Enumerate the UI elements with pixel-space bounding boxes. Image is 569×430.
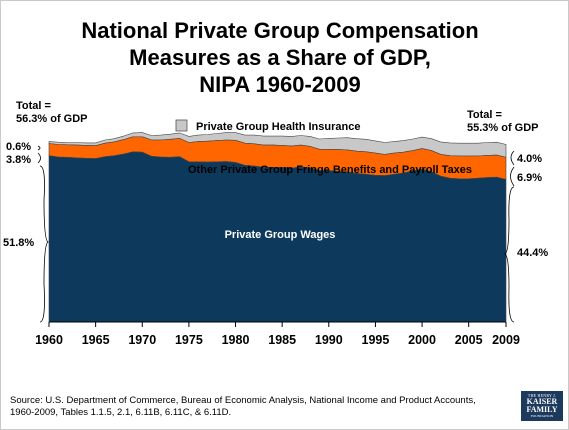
- total-right-line-2: 55.3% of GDP: [467, 122, 539, 134]
- left-health-brace: [37, 145, 41, 151]
- x-tick-label: 2000: [408, 333, 436, 347]
- left-health-value: 0.6%: [6, 141, 31, 153]
- kaiser-family-foundation-logo: THE HENRY J. KAISER FAMILY FOUNDATION: [521, 391, 563, 421]
- left-wages-value: 51.8%: [3, 237, 34, 249]
- right-health-value: 4.0%: [517, 153, 542, 165]
- x-tick-label: 1965: [82, 333, 110, 347]
- right-health-brace: [510, 150, 515, 166]
- logo-line-4: FOUNDATION: [530, 414, 554, 418]
- source-note: Source: U.S. Department of Commerce, Bur…: [10, 395, 476, 418]
- left-fringe-brace: [37, 152, 41, 164]
- total-left-line-1: Total =: [16, 100, 51, 112]
- chart-title-line-1: National Private Group Compensation: [81, 18, 478, 43]
- left-wages-brace: [39, 165, 49, 323]
- total-right-line-1: Total =: [467, 109, 502, 121]
- chart-title-line-3: NIPA 1960-2009: [199, 72, 360, 97]
- wages-series-label: Private Group Wages: [225, 229, 336, 241]
- x-axis-ticks: 1960 1965 1970 1975 1980 1985 1990 1995 2000 2005…: [35, 322, 520, 347]
- x-tick-label: 2005: [455, 333, 483, 347]
- x-tick-label: 1995: [362, 333, 390, 347]
- logo-line-2: KAISER: [526, 397, 558, 406]
- x-tick-label: 2009: [492, 333, 520, 347]
- total-left-line-2: 56.3% of GDP: [16, 113, 88, 125]
- right-fringe-brace: [510, 166, 515, 187]
- x-tick-label: 1960: [35, 333, 63, 347]
- x-tick-label: 1975: [175, 333, 203, 347]
- health-legend-swatch: [175, 119, 188, 132]
- area-layers: [48, 132, 507, 323]
- x-tick-label: 1990: [315, 333, 343, 347]
- health-series-label: Private Group Health Insurance: [196, 121, 360, 133]
- right-fringe-value: 6.9%: [517, 172, 542, 184]
- fringe-series-label: Other Private Group Fringe Benefits and …: [188, 164, 472, 176]
- chart-title-line-2: Measures as a Share of GDP,: [129, 45, 431, 70]
- x-tick-label: 1985: [268, 333, 296, 347]
- x-tick-label: 1980: [222, 333, 250, 347]
- x-tick-label: 1970: [128, 333, 156, 347]
- left-fringe-value: 3.8%: [6, 154, 31, 166]
- logo-line-3: FAMILY: [526, 405, 558, 414]
- right-wages-brace: [504, 186, 515, 323]
- logo-line-1: THE HENRY J.: [527, 393, 557, 398]
- right-wages-value: 44.4%: [517, 247, 548, 259]
